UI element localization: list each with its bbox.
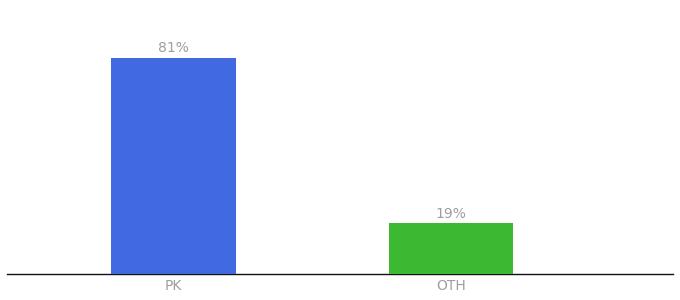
Text: 81%: 81%: [158, 41, 189, 55]
Bar: [388, 224, 513, 274]
Text: 19%: 19%: [436, 207, 466, 221]
Bar: [111, 58, 236, 274]
